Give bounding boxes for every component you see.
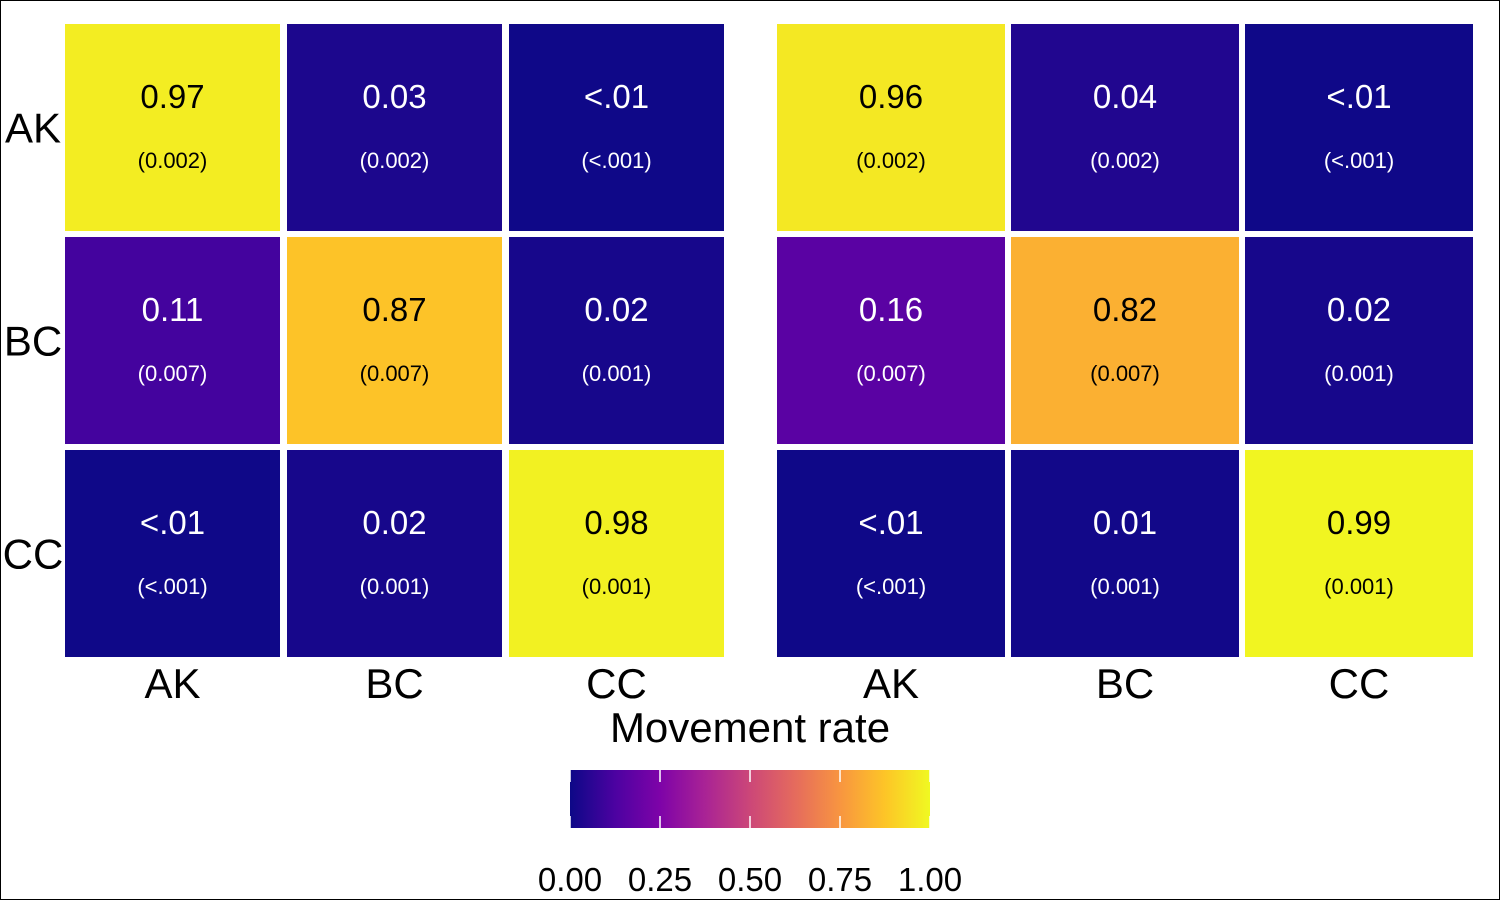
cell-value-label: 0.02 xyxy=(1327,291,1391,328)
cell-value-label: 0.03 xyxy=(362,78,426,115)
heatmap-cell: <.01 (<.001) xyxy=(65,450,280,657)
cell-value-label: 0.82 xyxy=(1093,291,1157,328)
x-axis-title: Movement rate xyxy=(610,704,890,751)
cell-value-label: <.01 xyxy=(858,504,923,541)
heatmap-cell: <.01 (<.001) xyxy=(777,450,1005,657)
heatmap-cell-fill xyxy=(65,24,280,231)
cell-se-label: (0.001) xyxy=(582,574,652,599)
column-label: AK xyxy=(863,660,919,707)
cell-se-label: (0.001) xyxy=(1324,574,1394,599)
colorbar-tick-label: 0.25 xyxy=(628,861,692,898)
cell-value-label: 0.02 xyxy=(362,504,426,541)
cell-se-label: (0.002) xyxy=(856,148,926,173)
column-label: CC xyxy=(586,660,647,707)
heatmap-cell-fill xyxy=(1245,237,1473,444)
heatmap-cell: 0.01 (0.001) xyxy=(1011,450,1239,657)
cell-value-label: <.01 xyxy=(1326,78,1391,115)
colorbar-tick-label: 1.00 xyxy=(898,861,962,898)
heatmap-cell-fill xyxy=(509,450,724,657)
heatmap-cell-fill xyxy=(1245,450,1473,657)
cell-se-label: (0.001) xyxy=(360,574,430,599)
heatmap-cell-fill xyxy=(777,450,1005,657)
row-label: BC xyxy=(4,318,62,365)
colorbar-tick-label: 0.00 xyxy=(538,861,602,898)
cell-value-label: 0.16 xyxy=(859,291,923,328)
heatmap-cell: 0.97 (0.002) xyxy=(65,24,280,231)
heatmap-cell-fill xyxy=(65,237,280,444)
heatmap-cell-fill xyxy=(1011,450,1239,657)
heatmap-cell: 0.04 (0.002) xyxy=(1011,24,1239,231)
cell-value-label: 0.04 xyxy=(1093,78,1157,115)
heatmap-cell: 0.96 (0.002) xyxy=(777,24,1005,231)
cell-value-label: 0.87 xyxy=(362,291,426,328)
cell-se-label: (0.002) xyxy=(138,148,208,173)
heatmap-cell: 0.03 (0.002) xyxy=(287,24,502,231)
row-label: AK xyxy=(5,105,61,152)
cell-value-label: 0.02 xyxy=(584,291,648,328)
cell-value-label: 0.98 xyxy=(584,504,648,541)
heatmap-cell: 0.02 (0.001) xyxy=(287,450,502,657)
cell-value-label: 0.11 xyxy=(142,291,204,328)
heatmap-cell-fill xyxy=(287,237,502,444)
cell-value-label: 0.99 xyxy=(1327,504,1391,541)
heatmap-cell: 0.82 (0.007) xyxy=(1011,237,1239,444)
heatmap-cell-fill xyxy=(777,237,1005,444)
cell-se-label: (<.001) xyxy=(856,574,926,599)
heatmap-cell-fill xyxy=(509,24,724,231)
cell-se-label: (0.007) xyxy=(1090,361,1160,386)
heatmap-cell-fill xyxy=(509,237,724,444)
cell-se-label: (0.001) xyxy=(582,361,652,386)
heatmap-cell: 0.02 (0.001) xyxy=(509,237,724,444)
cell-se-label: (<.001) xyxy=(1324,148,1394,173)
heatmap-cell-fill xyxy=(1011,24,1239,231)
cell-se-label: (0.001) xyxy=(1324,361,1394,386)
column-label: BC xyxy=(365,660,423,707)
heatmap-cell-fill xyxy=(65,450,280,657)
column-label: BC xyxy=(1096,660,1154,707)
column-label: CC xyxy=(1329,660,1390,707)
heatmap-cell-fill xyxy=(1245,24,1473,231)
column-label: AK xyxy=(144,660,200,707)
heatmap-cell: <.01 (<.001) xyxy=(509,24,724,231)
heatmap-cell-fill xyxy=(287,24,502,231)
cell-value-label: 0.01 xyxy=(1093,504,1157,541)
colorbar-legend: 0.00 0.25 0.50 0.75 1.00 xyxy=(538,770,962,898)
cell-se-label: (0.007) xyxy=(360,361,430,386)
cell-se-label: (0.007) xyxy=(138,361,208,386)
cell-se-label: (0.001) xyxy=(1090,574,1160,599)
heatmap-cell: 0.11 (0.007) xyxy=(65,237,280,444)
colorbar-tick-label: 0.50 xyxy=(718,861,782,898)
cell-se-label: (0.007) xyxy=(856,361,926,386)
cell-se-label: (<.001) xyxy=(581,148,651,173)
heatmap-cell: 0.02 (0.001) xyxy=(1245,237,1473,444)
cell-se-label: (0.002) xyxy=(1090,148,1160,173)
cell-se-label: (0.002) xyxy=(360,148,430,173)
cell-value-label: 0.96 xyxy=(859,78,923,115)
cell-se-label: (<.001) xyxy=(137,574,207,599)
heatmap-cell-fill xyxy=(287,450,502,657)
heatmap-cell: <.01 (<.001) xyxy=(1245,24,1473,231)
cell-value-label: <.01 xyxy=(140,504,205,541)
heatmap-cell: 0.99 (0.001) xyxy=(1245,450,1473,657)
colorbar-tick-label: 0.75 xyxy=(808,861,872,898)
heatmap-cell-fill xyxy=(777,24,1005,231)
heatmap-cell: 0.87 (0.007) xyxy=(287,237,502,444)
cell-value-label: <.01 xyxy=(584,78,649,115)
heatmap-cell: 0.16 (0.007) xyxy=(777,237,1005,444)
heatmap-cell: 0.98 (0.001) xyxy=(509,450,724,657)
cell-value-label: 0.97 xyxy=(140,78,204,115)
heatmap-cell-fill xyxy=(1011,237,1239,444)
row-label: CC xyxy=(3,531,64,578)
